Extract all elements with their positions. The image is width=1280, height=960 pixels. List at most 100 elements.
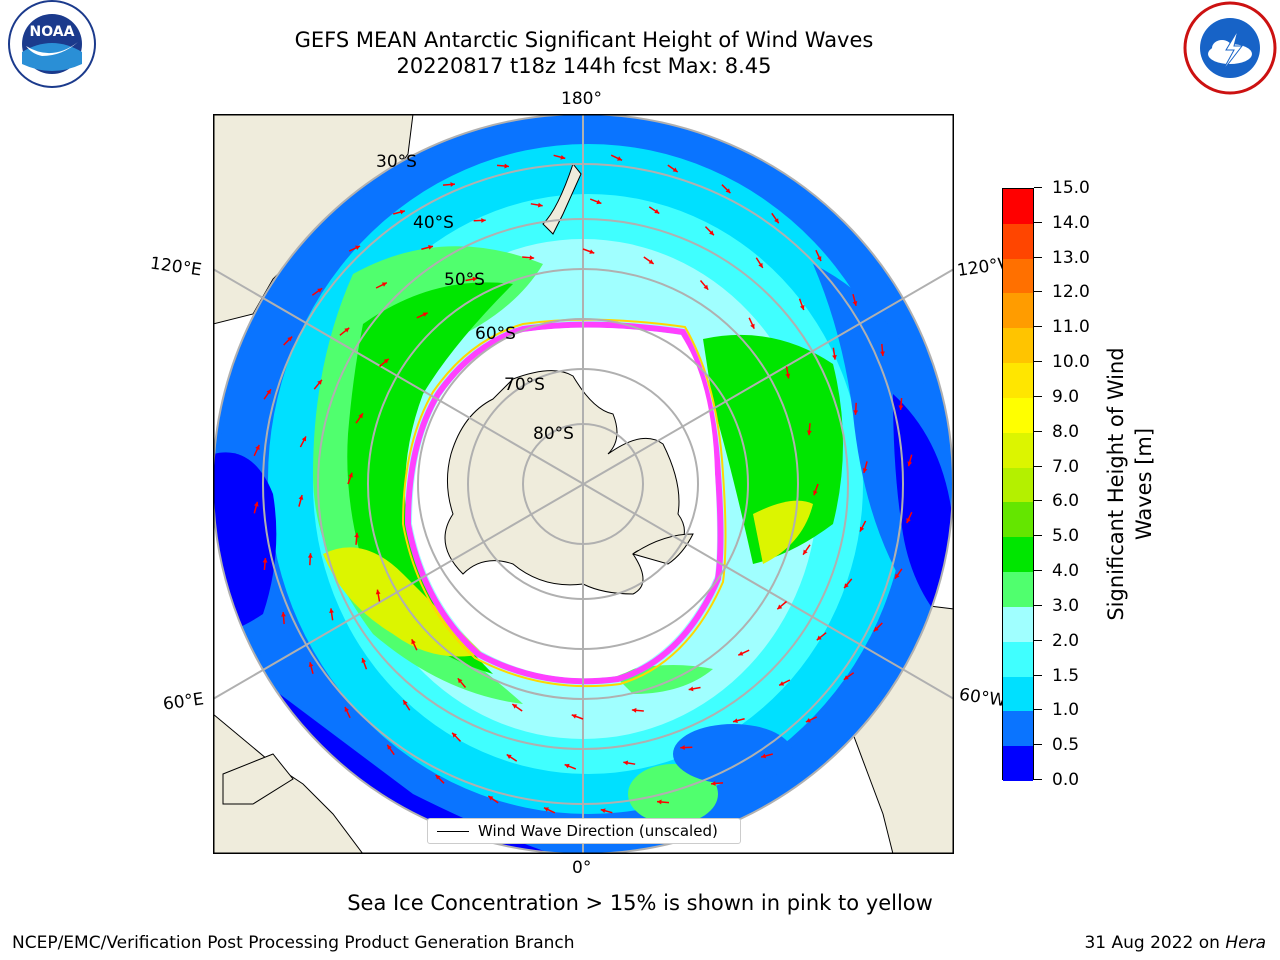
wave-direction-arrow (307, 553, 313, 566)
footer-credit: NCEP/EMC/Verification Post Processing Pr… (12, 933, 575, 953)
colorbar-tick (1034, 570, 1042, 572)
chart-title: GEFS MEAN Antarctic Significant Height o… (294, 28, 874, 52)
wave-direction-arrow (732, 718, 745, 723)
wave-direction-arrow (375, 589, 381, 602)
colorbar-segment (1003, 223, 1033, 259)
wave-direction-arrow (806, 423, 812, 436)
wave-direction-arrow (610, 154, 623, 161)
lat-label-70s: 70°S (504, 375, 545, 395)
colorbar-tick-label: 0.0 (1052, 770, 1080, 790)
colorbar-tick (1034, 500, 1042, 502)
wave-direction-arrow (465, 276, 478, 282)
sea-ice-caption: Sea Ice Concentration > 15% is shown in … (347, 891, 933, 915)
colorbar-segment (1003, 363, 1033, 398)
wave-direction-arrow (776, 600, 787, 610)
wave-direction-arrow (582, 248, 595, 254)
wave-direction-arrow (496, 163, 510, 169)
wave-direction-arrow (375, 281, 388, 289)
lat-label-30s: 30°S (376, 152, 417, 172)
colorbar-tick (1034, 291, 1042, 293)
wave-direction-arrow (704, 226, 715, 236)
wave-direction-arrow (589, 198, 602, 205)
wave-direction-arrow (688, 686, 701, 692)
wave-direction-arrow (699, 280, 709, 291)
lon-label-180: 180° (561, 89, 602, 109)
colorbar-tick-label: 9.0 (1052, 386, 1080, 407)
wave-direction-arrow (253, 444, 260, 457)
wave-direction-arrow (907, 454, 913, 467)
wave-direction-arrow (880, 343, 885, 357)
wave-direction-arrow (263, 388, 272, 400)
wave-direction-arrow (813, 483, 819, 496)
wave-direction-arrow (393, 209, 406, 215)
nws-logo (1178, 0, 1278, 100)
wave-direction-arrow (506, 753, 518, 762)
wave-direction-arrow (451, 732, 462, 742)
footer-date-text: 31 Aug 2022 on (1084, 933, 1226, 953)
lat-label-80s: 80°S (533, 424, 574, 444)
colorbar-tick-label: 7.0 (1052, 456, 1080, 477)
wave-direction-arrow (643, 256, 655, 265)
wave-field-deepblue-east (893, 394, 953, 634)
wave-direction-arrow (457, 677, 467, 688)
colorbar-tick (1034, 604, 1042, 606)
colorbar-tick-label: 10.0 (1052, 352, 1090, 373)
colorbar-tick (1034, 326, 1042, 328)
colorbar-title: Significant Height of Wind Waves [m] (1104, 347, 1156, 621)
colorbar-tick (1034, 639, 1042, 641)
wave-direction-arrow (631, 707, 644, 713)
colorbar-segment (1003, 537, 1033, 573)
colorbar-tick (1034, 674, 1042, 676)
wave-direction-arrow (253, 501, 259, 514)
colorbar-tick-label: 2.0 (1052, 630, 1080, 651)
wave-direction-arrow (311, 287, 323, 296)
wave-direction-arrow (778, 679, 791, 687)
wave-direction-arrow (402, 699, 411, 711)
lat-label-40s: 40°S (413, 213, 454, 233)
wave-direction-arrow (832, 347, 837, 360)
wave-direction-arrow (564, 763, 577, 770)
colorbar-tick (1034, 465, 1042, 467)
map-gridlines (213, 114, 954, 854)
polar-map (213, 114, 954, 854)
colorbar-segment (1003, 397, 1033, 433)
wave-direction-arrow (748, 317, 755, 330)
wave-direction-arrow (843, 672, 855, 681)
wave-direction-arrow (667, 164, 679, 173)
colorbar-segment (1003, 258, 1033, 294)
colorbar-segment (1003, 641, 1033, 677)
colorbar-tick-label: 11.0 (1052, 317, 1090, 338)
colorbar-tick (1034, 256, 1042, 258)
chart-subtitle: 20220817 t18z 144h fcst Max: 8.45 (396, 54, 772, 78)
wave-direction-arrow (329, 608, 334, 621)
lat-label-60s: 60°S (475, 324, 516, 344)
colorbar-tick-label: 6.0 (1052, 491, 1080, 512)
colorbar-tick (1034, 779, 1042, 780)
wave-direction-arrow (553, 154, 566, 160)
wave-direction-arrow (771, 212, 780, 224)
wave-direction-arrow (435, 774, 445, 784)
wave-direction-arrow (281, 611, 286, 625)
wave-direction-arrow (298, 494, 304, 507)
colorbar-tick (1034, 221, 1042, 223)
wave-direction-arrow (530, 202, 543, 208)
wave-direction-arrow (473, 218, 486, 223)
wave-direction-arrow (571, 714, 584, 720)
wave-direction-arrow (442, 182, 456, 187)
legend-line-sample (437, 831, 469, 832)
colorbar-segment (1003, 328, 1033, 364)
wave-direction-arrow (600, 808, 613, 814)
colorbar-tick-label: 14.0 (1052, 212, 1090, 233)
wave-direction-arrow (262, 557, 268, 571)
colorbar-segment (1003, 572, 1033, 607)
wave-direction-arrow (421, 245, 434, 250)
noaa-logo: NOAA (2, 0, 102, 100)
new-zealand-land (542, 162, 582, 235)
wave-direction-arrow (898, 397, 904, 411)
wave-direction-arrow (721, 184, 731, 194)
wave-direction-arrow (843, 578, 853, 589)
wave-direction-arrow (815, 249, 822, 262)
colorbar-tick-label: 15.0 (1052, 178, 1090, 198)
wave-direction-arrow (755, 257, 764, 269)
wave-direction-arrow (862, 461, 868, 474)
